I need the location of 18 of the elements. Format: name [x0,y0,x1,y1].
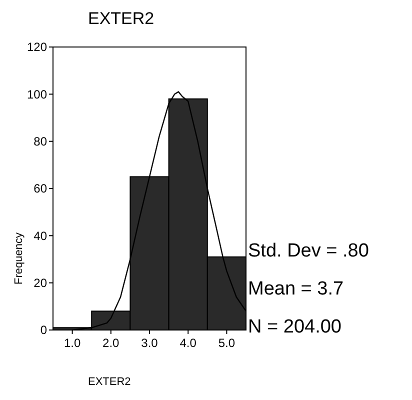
y-tick-label: 100 [26,87,48,102]
y-tick-label: 60 [34,182,48,196]
x-tick-label: 3.0 [141,336,158,350]
y-tick-label: 120 [26,40,48,54]
x-tick-label: 2.0 [102,336,120,350]
y-tick-label: 80 [34,134,48,149]
y-axis-title: Frequency [13,232,25,284]
y-tick-label: 40 [34,228,48,243]
text: N = 204.00 [248,316,342,338]
text: Mean = 3.7 [248,278,344,300]
y-tick-label: 20 [34,276,48,290]
x-tick-label: 5.0 [218,336,236,350]
text: Std. Dev = .80 [248,240,369,262]
x-tick-label: 1.0 [64,336,81,350]
y-tick-label: 0 [40,323,48,338]
chart-title: EXTER2 [88,9,154,28]
x-tick-label: 4.0 [180,336,197,350]
x-axis-title: EXTER2 [88,376,131,388]
